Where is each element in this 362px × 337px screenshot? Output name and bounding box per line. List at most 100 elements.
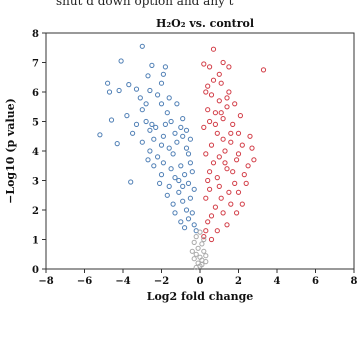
data-point	[143, 118, 149, 125]
data-point	[235, 151, 242, 157]
data-point	[182, 172, 188, 178]
data-point	[193, 251, 199, 257]
data-point	[193, 264, 199, 271]
data-point	[182, 225, 188, 231]
data-point	[201, 61, 207, 67]
data-point	[170, 201, 176, 207]
y-tick-label: 2	[32, 206, 39, 217]
data-point	[191, 256, 197, 262]
x-axis-label: Log2 fold change	[147, 290, 254, 303]
data-point	[155, 92, 161, 98]
data-point	[124, 113, 130, 119]
data-point	[139, 107, 145, 113]
data-point	[210, 77, 217, 83]
data-point	[164, 192, 170, 198]
data-point	[226, 189, 232, 195]
data-point	[212, 204, 218, 210]
data-point	[228, 130, 234, 136]
data-point	[224, 222, 230, 228]
data-point	[203, 259, 209, 265]
data-point	[230, 169, 236, 175]
axis-ticks: −8 −6 −4 −2 0 2 4 6 8 0 1 2 3 4 5 6 7 8	[32, 29, 357, 287]
data-point	[166, 183, 172, 189]
data-point	[251, 157, 257, 163]
data-point	[208, 92, 215, 98]
data-point	[207, 118, 213, 125]
data-point	[180, 198, 186, 204]
data-point	[118, 58, 124, 64]
data-point	[158, 142, 165, 148]
data-point	[145, 73, 151, 79]
data-point	[210, 160, 217, 166]
data-point	[199, 262, 205, 268]
data-point	[172, 130, 178, 136]
data-point	[207, 186, 213, 192]
data-point	[201, 236, 207, 243]
data-point	[220, 210, 226, 216]
data-point	[191, 239, 197, 245]
data-points	[97, 43, 267, 271]
data-point	[216, 98, 222, 104]
x-tick-label: −4	[115, 276, 130, 287]
data-point	[176, 189, 182, 195]
data-point	[203, 151, 209, 157]
data-point	[210, 46, 217, 52]
y-tick-label: 1	[32, 236, 39, 247]
data-point	[158, 172, 165, 178]
y-tick-label: 4	[32, 147, 39, 158]
data-point	[220, 116, 226, 122]
data-point	[162, 64, 168, 70]
chart-title: H₂O₂ vs. control	[156, 17, 254, 30]
data-point	[224, 166, 230, 172]
data-point	[187, 136, 193, 142]
y-axis-label: −Log10 (p value)	[4, 98, 17, 204]
data-point	[218, 80, 224, 86]
data-point	[218, 110, 224, 116]
data-point	[189, 210, 195, 216]
data-point	[205, 107, 211, 113]
y-tick-label: 6	[32, 88, 39, 99]
data-point	[216, 71, 222, 77]
data-point	[189, 248, 195, 254]
y-tick-label: 7	[32, 59, 39, 70]
data-point	[208, 213, 215, 219]
y-tick-label: 8	[32, 29, 39, 40]
caption-fragment: shut d down option and any t	[0, 0, 362, 20]
data-point	[145, 157, 151, 163]
data-point	[157, 180, 163, 186]
data-point	[234, 210, 240, 216]
data-point	[166, 95, 172, 101]
data-point	[149, 121, 155, 128]
x-tick-label: −6	[77, 276, 92, 287]
data-point	[212, 121, 218, 128]
data-point	[249, 145, 255, 151]
data-point	[216, 154, 222, 160]
data-point	[139, 139, 145, 145]
data-point	[185, 180, 192, 186]
x-tick-label: 2	[235, 276, 242, 287]
data-point	[203, 228, 209, 234]
data-point	[151, 163, 157, 169]
data-point	[199, 241, 205, 247]
data-point	[108, 117, 115, 123]
data-point	[201, 234, 207, 240]
data-point	[151, 136, 157, 142]
data-point	[187, 195, 193, 201]
data-point	[114, 141, 120, 147]
data-point	[205, 83, 211, 89]
data-point	[228, 139, 234, 145]
data-point	[216, 183, 222, 189]
data-point	[203, 253, 209, 259]
data-point	[193, 234, 199, 240]
x-tick-label: 8	[351, 276, 358, 287]
data-point	[185, 216, 192, 222]
data-point	[160, 133, 166, 139]
data-point	[214, 130, 220, 136]
data-point	[172, 175, 178, 181]
data-point	[183, 145, 190, 151]
data-point	[222, 160, 228, 166]
data-point	[239, 201, 245, 207]
data-point	[185, 151, 192, 157]
data-point	[137, 95, 143, 101]
data-point	[160, 71, 166, 77]
